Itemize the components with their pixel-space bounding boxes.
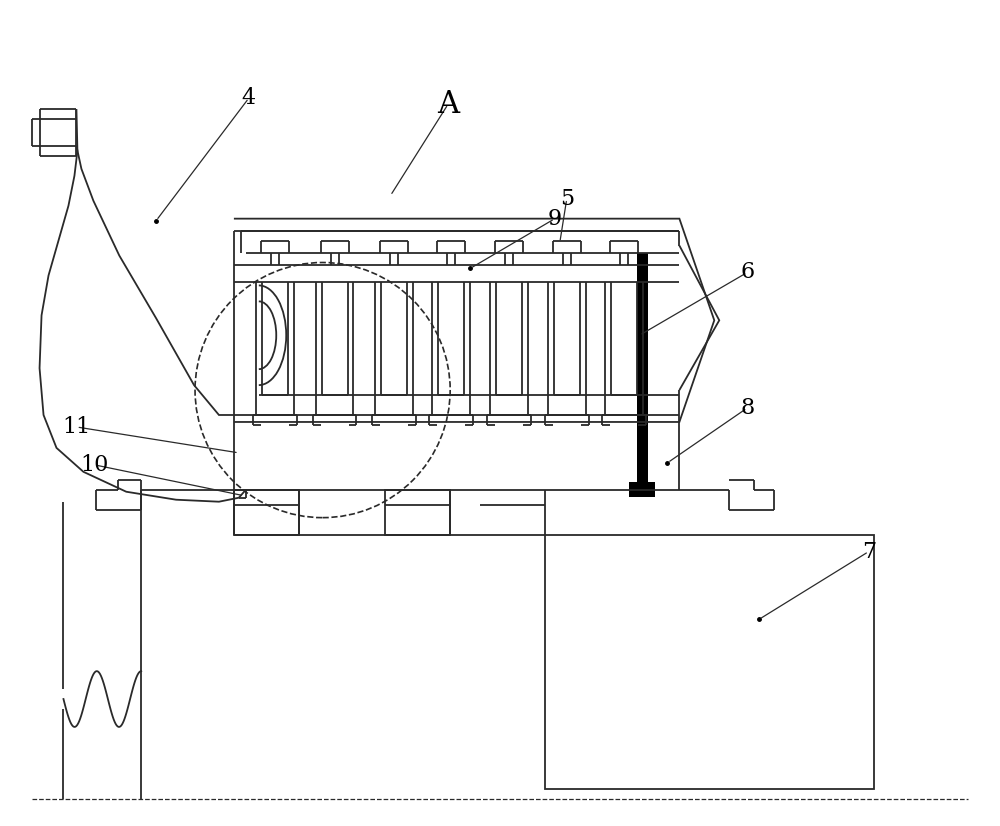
Text: 10: 10: [80, 453, 109, 476]
Text: 7: 7: [862, 540, 876, 563]
Text: 11: 11: [62, 416, 91, 438]
Bar: [234, 490, 299, 534]
Text: A: A: [437, 88, 459, 120]
Bar: [637, 253, 648, 487]
Text: 5: 5: [560, 188, 574, 210]
Bar: [385, 490, 450, 534]
Bar: [545, 534, 874, 789]
Text: 4: 4: [242, 87, 256, 109]
Text: 6: 6: [740, 262, 754, 283]
Text: 9: 9: [548, 207, 562, 230]
Bar: [629, 482, 655, 496]
Text: 8: 8: [740, 397, 754, 419]
